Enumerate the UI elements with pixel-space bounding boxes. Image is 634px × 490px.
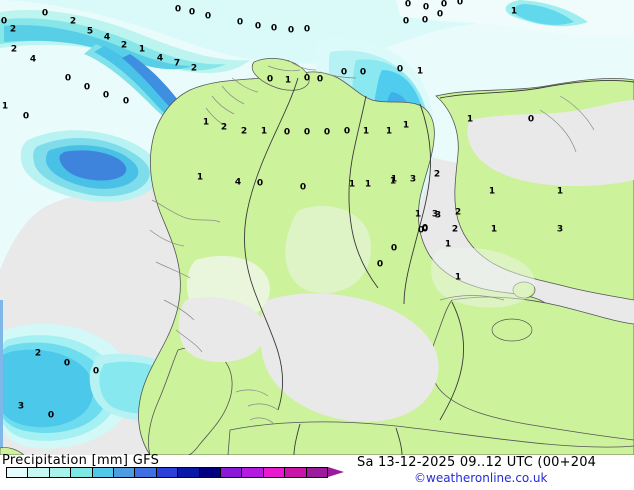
color-swatch-2	[49, 468, 72, 477]
color-swatch-14	[306, 468, 328, 477]
color-swatch-4	[92, 468, 115, 477]
color-swatch-13	[285, 468, 307, 477]
color-swatch-10	[221, 468, 243, 477]
precip-sw-core	[0, 349, 94, 428]
color-swatch-6	[135, 468, 157, 477]
color-swatch-3	[71, 468, 93, 477]
precip-left-edge-strip	[0, 300, 3, 450]
color-swatch-12	[263, 468, 286, 477]
color-scale: 0.10.5125101520253035404550	[6, 467, 344, 490]
color-swatch-5	[114, 468, 136, 477]
copyright-credit[interactable]: ©weatheronline.co.uk	[414, 471, 548, 485]
land-baltic-states	[430, 296, 634, 441]
land-north-norway-cape	[251, 58, 310, 91]
color-swatch-1	[28, 468, 50, 477]
sea-bothnia	[285, 206, 371, 294]
color-scale-arrow	[328, 467, 344, 477]
color-swatch-0	[7, 468, 29, 477]
map-graphics	[0, 0, 634, 455]
neutral-patch-finland-south	[431, 247, 535, 308]
forecast-datetime: Sa 13-12-2025 09..12 UTC (00+204	[357, 455, 597, 470]
neutral-patch-russia	[467, 100, 634, 187]
map-footer: Precipitation [mm] GFS 0.10.512510152025…	[0, 453, 634, 490]
color-swatch-8	[178, 468, 200, 477]
color-scale-bar	[6, 467, 328, 478]
color-swatch-7	[156, 468, 179, 477]
precip-westblob-deep	[59, 150, 127, 181]
color-swatch-9	[199, 468, 222, 477]
sea-skagerrak	[178, 297, 266, 363]
borders	[244, 77, 634, 455]
precip-north-patch-core	[513, 4, 574, 25]
precip-north-edge	[396, 0, 634, 37]
sea-baltic	[260, 293, 439, 422]
land-central-europe	[227, 421, 634, 455]
land-uk-corner	[0, 447, 25, 455]
coastlines-detail	[149, 59, 595, 425]
land-saaremaa	[491, 318, 533, 342]
neutral-overlays	[178, 100, 634, 422]
color-swatch-11	[242, 468, 264, 477]
legend-title: Precipitation [mm] GFS	[2, 453, 160, 468]
